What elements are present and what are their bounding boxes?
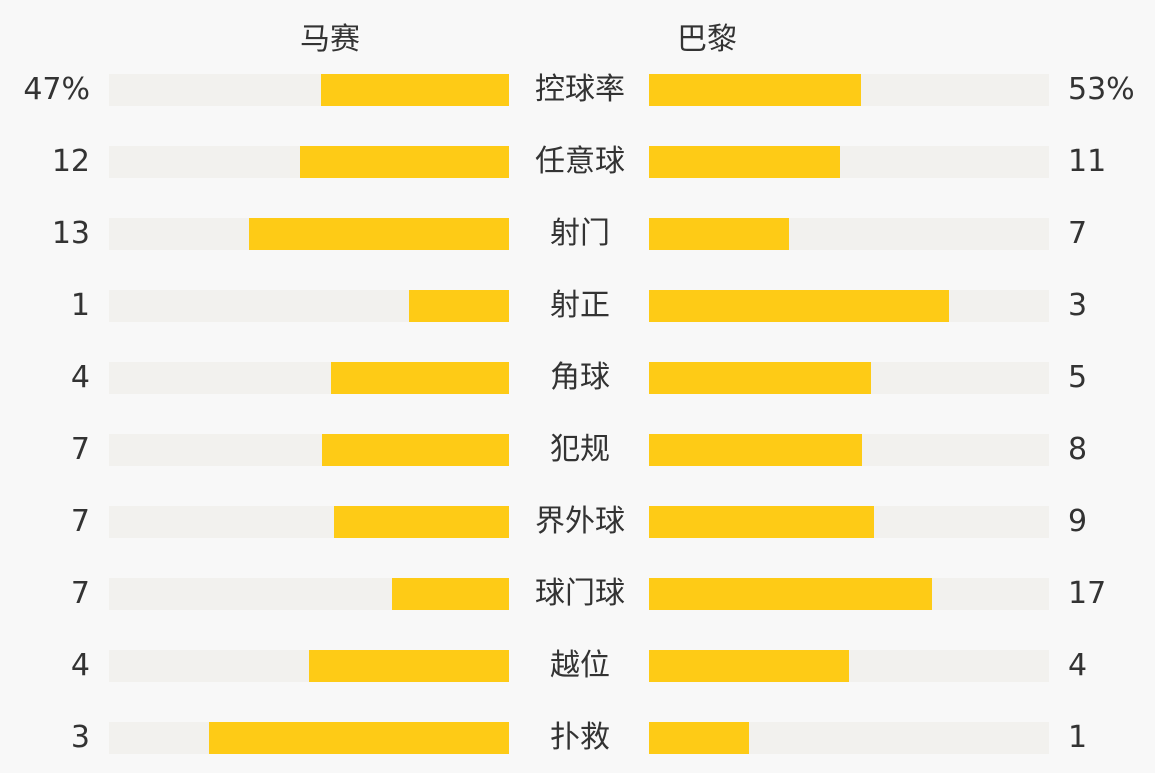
- stat-row: 1 射正 3: [0, 288, 1155, 323]
- right-bar: [649, 290, 949, 322]
- right-bar: [649, 434, 863, 466]
- left-value: 4: [70, 648, 90, 683]
- category-label: 扑救: [550, 720, 610, 755]
- left-bar: [334, 506, 509, 538]
- left-bar-track: [109, 650, 509, 682]
- right-value: 11: [1068, 144, 1107, 179]
- category-label: 越位: [550, 648, 610, 683]
- left-bar: [209, 722, 509, 754]
- left-value: 12: [51, 144, 90, 179]
- category-label: 球门球: [535, 576, 625, 611]
- left-bar-track: [109, 146, 509, 178]
- stat-row: 7 犯规 8: [0, 432, 1155, 467]
- stat-row: 4 越位 4: [0, 648, 1155, 683]
- left-bar: [322, 434, 509, 466]
- left-bar: [300, 146, 509, 178]
- left-bar: [409, 290, 509, 322]
- right-bar-track: [649, 74, 1049, 106]
- left-value: 3: [70, 720, 90, 755]
- stat-row: 4 角球 5: [0, 360, 1155, 395]
- right-bar: [649, 362, 872, 394]
- right-value: 4: [1068, 648, 1088, 683]
- left-bar: [321, 74, 509, 106]
- left-value: 4: [70, 360, 90, 395]
- right-bar-track: [649, 146, 1049, 178]
- category-label: 控球率: [535, 72, 625, 107]
- left-bar: [309, 650, 509, 682]
- left-bar-track: [109, 290, 509, 322]
- right-value: 1: [1068, 720, 1088, 755]
- right-bar: [649, 650, 849, 682]
- left-bar-track: [109, 74, 509, 106]
- stat-row: 47% 控球率 53%: [0, 72, 1155, 107]
- right-bar: [649, 722, 749, 754]
- category-label: 射门: [550, 216, 610, 251]
- category-label: 任意球: [535, 144, 625, 179]
- stat-row: 7 球门球 17: [0, 576, 1155, 611]
- left-bar-track: [109, 362, 509, 394]
- right-value: 5: [1068, 360, 1088, 395]
- right-bar-track: [649, 506, 1049, 538]
- right-bar-track: [649, 362, 1049, 394]
- right-bar: [649, 74, 861, 106]
- team-right-label: 巴黎: [677, 22, 737, 57]
- right-bar-track: [649, 434, 1049, 466]
- right-value: 8: [1068, 432, 1088, 467]
- left-value: 1: [70, 288, 90, 323]
- left-value: 7: [70, 504, 90, 539]
- stat-row: 12 任意球 11: [0, 144, 1155, 179]
- left-bar-track: [109, 218, 509, 250]
- right-bar: [649, 218, 789, 250]
- right-bar: [649, 506, 874, 538]
- left-value: 13: [51, 216, 90, 251]
- right-bar-track: [649, 218, 1049, 250]
- category-label: 犯规: [550, 432, 610, 467]
- left-bar-track: [109, 506, 509, 538]
- left-bar: [249, 218, 509, 250]
- right-bar-track: [649, 290, 1049, 322]
- right-bar-track: [649, 578, 1049, 610]
- category-label: 射正: [550, 288, 610, 323]
- left-value: 7: [70, 576, 90, 611]
- left-bar-track: [109, 434, 509, 466]
- left-value: 7: [70, 432, 90, 467]
- left-bar-track: [109, 578, 509, 610]
- category-label: 角球: [550, 360, 610, 395]
- right-bar-track: [649, 722, 1049, 754]
- left-bar: [392, 578, 509, 610]
- right-value: 53%: [1068, 72, 1135, 107]
- right-value: 7: [1068, 216, 1088, 251]
- right-bar: [649, 146, 841, 178]
- left-bar: [331, 362, 509, 394]
- right-value: 3: [1068, 288, 1088, 323]
- category-label: 界外球: [535, 504, 625, 539]
- team-left-label: 马赛: [300, 22, 360, 57]
- stat-row: 7 界外球 9: [0, 504, 1155, 539]
- stat-row: 13 射门 7: [0, 216, 1155, 251]
- right-bar: [649, 578, 933, 610]
- stat-row: 3 扑救 1: [0, 720, 1155, 755]
- left-bar-track: [109, 722, 509, 754]
- right-value: 9: [1068, 504, 1088, 539]
- left-value: 47%: [23, 72, 90, 107]
- right-bar-track: [649, 650, 1049, 682]
- right-value: 17: [1068, 576, 1107, 611]
